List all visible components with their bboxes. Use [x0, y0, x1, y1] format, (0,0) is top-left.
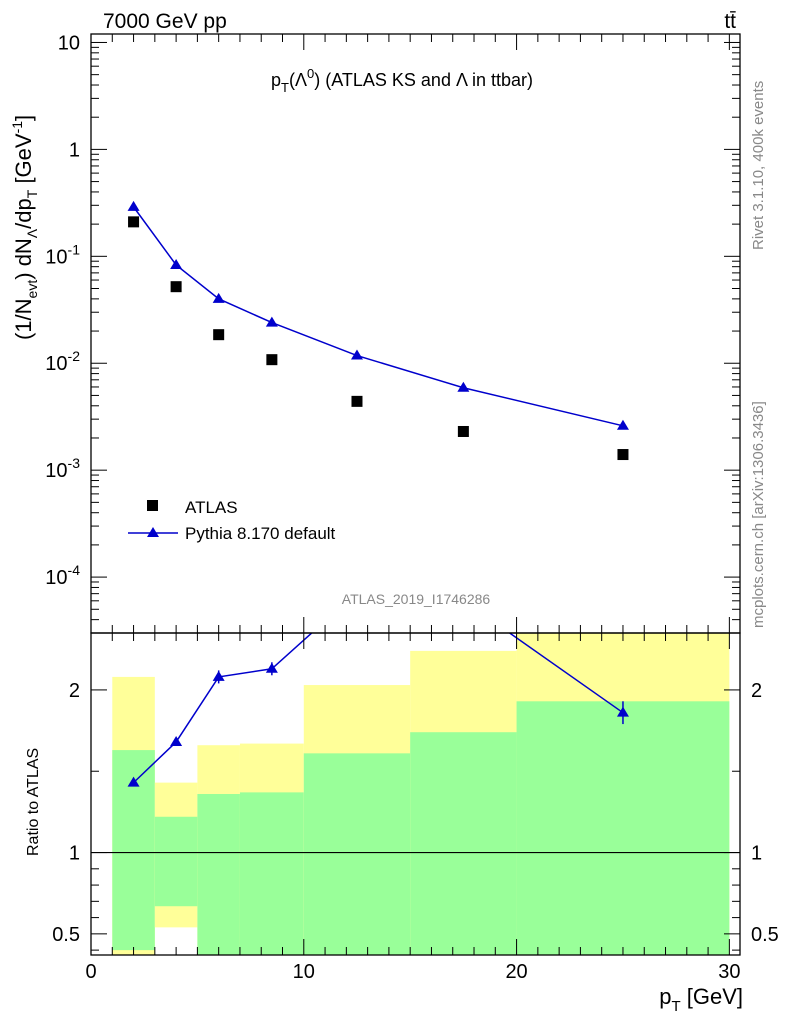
- ratio-frame: [90, 632, 741, 956]
- band-inner-6: [516, 701, 730, 955]
- ratio-mc-marker-0: [127, 776, 140, 787]
- band-inner-1: [154, 816, 198, 907]
- ratio-y-axis-label: Ratio to ATLAS: [25, 748, 42, 856]
- mc-line: [132, 206, 624, 427]
- legend-data-label: ATLAS: [185, 498, 238, 517]
- mc-marker-2: [212, 292, 225, 303]
- band-inner-4: [303, 753, 411, 955]
- main-ytick-label-5: 10-4: [45, 562, 80, 589]
- ratio-y-tick-labels-left: 2 1 0.5: [52, 680, 80, 946]
- legend-mc-marker: [147, 527, 159, 537]
- main-ytick-label-0: 10: [58, 32, 80, 54]
- ratio-mc-marker-2: [212, 670, 225, 681]
- xtick-30: 30: [718, 961, 740, 983]
- data-marker-6: [617, 449, 629, 461]
- main-series: [127, 200, 629, 461]
- main-y-axis-label: (1/Nevt) dNΛ/dpT [GeV-1]: [9, 115, 40, 340]
- axis-ticks: [90, 34, 740, 955]
- data-marker-3: [266, 354, 278, 366]
- ratio-ytick-right-1: 1: [751, 843, 762, 865]
- band-inner-3: [239, 792, 304, 955]
- plot-title: pT(Λ0) (ATLAS KS and Λ in ttbar): [271, 66, 533, 95]
- mc-marker-3: [265, 316, 278, 327]
- legend-data-marker: [147, 500, 158, 511]
- legend-mc-label: Pythia 8.170 default: [185, 524, 336, 543]
- ratio-mc-marker-6: [616, 706, 629, 717]
- main-ytick-label-4: 10-3: [45, 455, 80, 482]
- mc-marker-1: [170, 258, 183, 269]
- data-marker-0: [128, 216, 140, 228]
- ratio-mc-marker-1: [170, 735, 183, 746]
- mc-marker-5: [457, 381, 470, 392]
- side-label-mcplots: mcplots.cern.ch [arXiv:1306.3436]: [750, 401, 767, 628]
- ratio-ytick-right-0-5: 0.5: [751, 924, 779, 946]
- ratio-ytick-0-5: 0.5: [52, 924, 80, 946]
- xtick-10: 10: [293, 961, 315, 983]
- legend: ATLAS Pythia 8.170 default: [128, 498, 336, 543]
- mc-marker-4: [350, 349, 363, 360]
- x-axis-label: pT [GeV]: [659, 984, 743, 1015]
- ratio-mc-marker-3: [265, 662, 278, 673]
- data-marker-1: [170, 281, 182, 293]
- ratio-ytick-right-2: 2: [751, 680, 762, 702]
- ratio-bands: [112, 633, 730, 955]
- mc-marker-0: [127, 200, 140, 211]
- data-marker-5: [457, 425, 469, 437]
- main-ytick-label-3: 10-2: [45, 348, 80, 375]
- ratio-y-tick-labels-right: 2 1 0.5: [751, 680, 779, 946]
- data-marker-4: [351, 395, 363, 407]
- band-inner-5: [410, 732, 517, 955]
- process-label: tt̄: [724, 10, 736, 33]
- main-ytick-label-1: 1: [69, 139, 80, 161]
- main-ytick-label-2: 10-1: [45, 241, 80, 268]
- xtick-0: 0: [85, 961, 96, 983]
- ratio-ytick-1: 1: [69, 843, 80, 865]
- xtick-20: 20: [505, 961, 527, 983]
- x-tick-labels: 0 10 20 30: [85, 961, 740, 983]
- analysis-id: ATLAS_2019_I1746286: [342, 591, 491, 607]
- main-frame: [90, 33, 741, 634]
- side-label-rivet: Rivet 3.1.10, 400k events: [750, 81, 767, 250]
- ratio-mc-series: [127, 633, 629, 787]
- main-y-tick-labels: 10 1 10-1 10-2 10-3 10-4: [45, 32, 80, 589]
- ratio-ytick-2: 2: [69, 680, 80, 702]
- mc-marker-6: [616, 419, 629, 430]
- energy-label: 7000 GeV pp: [103, 10, 227, 33]
- data-marker-2: [213, 329, 225, 341]
- band-inner-2: [197, 794, 240, 955]
